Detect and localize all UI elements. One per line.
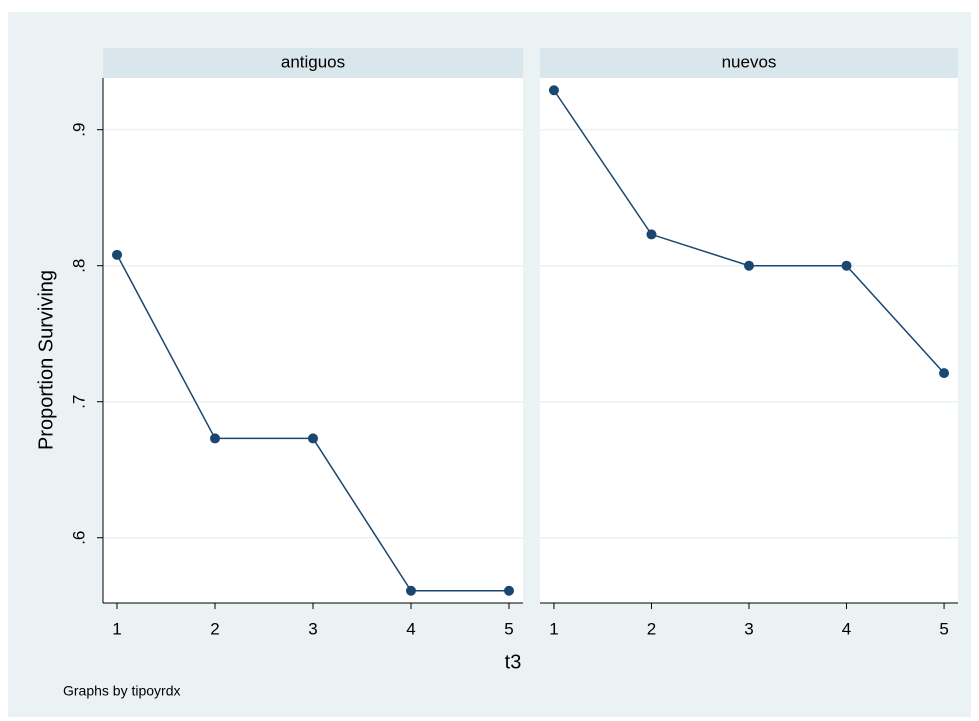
point	[646, 229, 657, 240]
y-axis-label: Proportion Surviving	[35, 270, 57, 450]
x-tick-label: 3	[308, 619, 317, 638]
y-tick-label: .8	[69, 259, 88, 273]
x-tick-label: 5	[504, 619, 513, 638]
y-tick-label: .6	[69, 531, 88, 545]
point	[841, 260, 852, 271]
x-tick-label: 3	[744, 619, 753, 638]
x-tick-label: 2	[647, 619, 656, 638]
point	[405, 585, 416, 596]
x-tick-label: 5	[939, 619, 948, 638]
point	[939, 368, 950, 379]
point	[548, 85, 559, 96]
panel-title: nuevos	[722, 52, 777, 71]
point	[744, 260, 754, 271]
panel-title: antiguos	[281, 52, 345, 71]
point	[503, 585, 514, 596]
point	[112, 249, 123, 260]
panel-header	[103, 48, 523, 78]
x-tick-label: 2	[210, 619, 219, 638]
note: Graphs by tipoyrdx	[63, 683, 181, 699]
panel-header	[540, 48, 958, 78]
y-tick-label: .7	[69, 395, 88, 409]
x-tick-label: 1	[549, 619, 558, 638]
point	[308, 433, 318, 444]
x-tick-label: 1	[112, 619, 121, 638]
x-axis-label: t3	[505, 651, 522, 673]
point	[210, 433, 221, 444]
x-tick-label: 4	[406, 619, 415, 638]
plot-area	[540, 78, 958, 603]
y-tick-label: .9	[69, 123, 88, 137]
x-tick-label: 4	[842, 619, 851, 638]
plot-area	[103, 78, 523, 603]
